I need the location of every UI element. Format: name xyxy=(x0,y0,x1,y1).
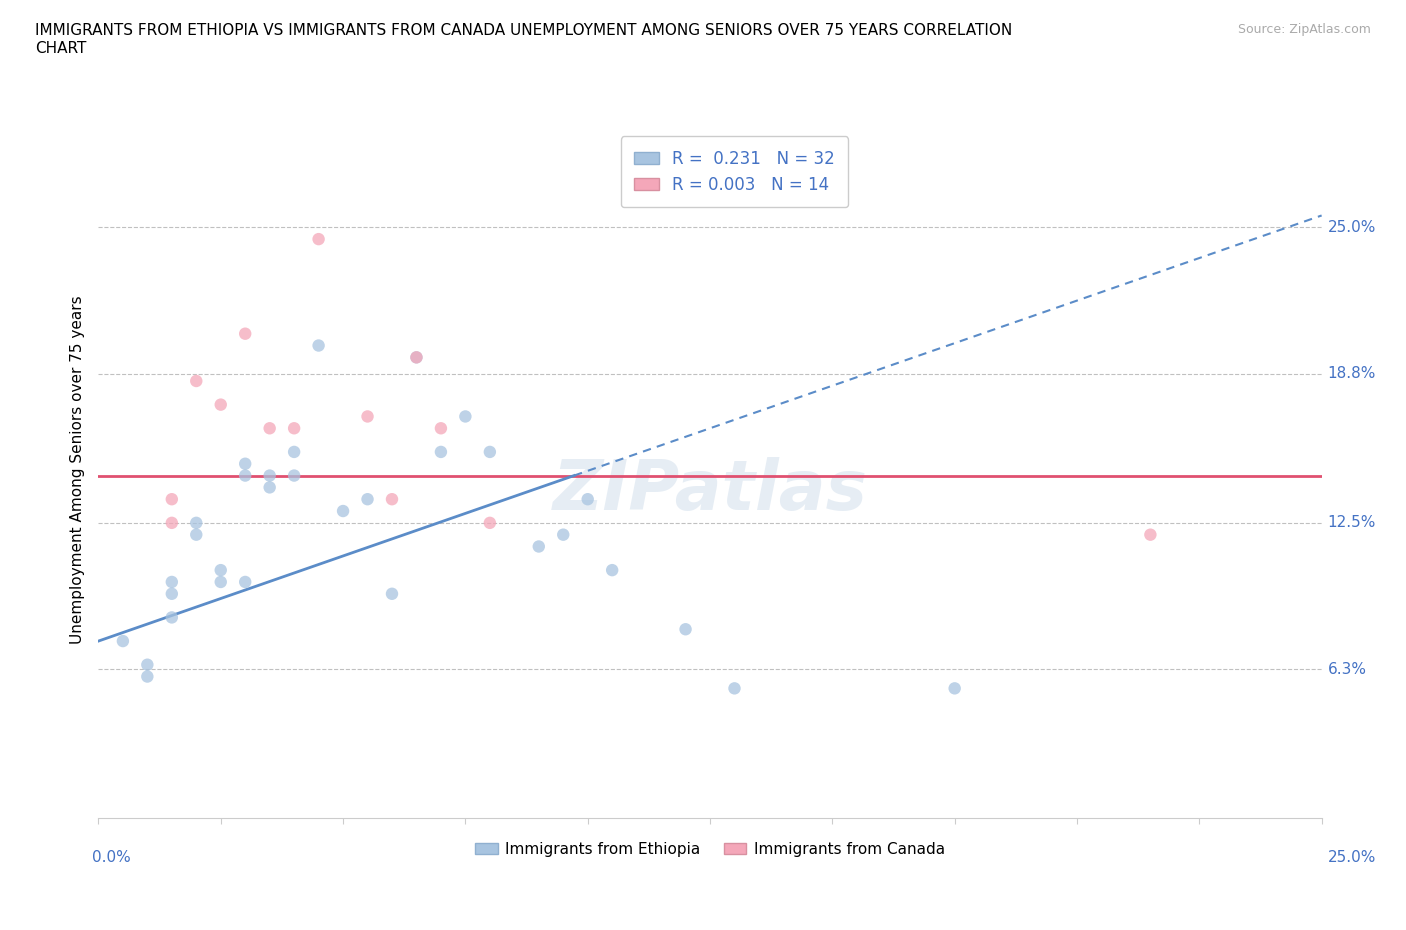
Point xyxy=(160,610,183,625)
Point xyxy=(160,586,183,601)
Point xyxy=(233,468,256,483)
Point xyxy=(381,492,404,507)
Point xyxy=(723,681,745,696)
Text: 25.0%: 25.0% xyxy=(1327,850,1376,865)
Point xyxy=(111,633,134,648)
Point xyxy=(405,350,427,365)
Point xyxy=(259,480,281,495)
Point xyxy=(527,539,550,554)
Point xyxy=(209,397,232,412)
Text: 6.3%: 6.3% xyxy=(1327,662,1367,677)
Point xyxy=(160,492,183,507)
Point xyxy=(356,492,378,507)
Text: ZIPatlas: ZIPatlas xyxy=(553,457,868,525)
Point xyxy=(454,409,477,424)
Point xyxy=(1139,527,1161,542)
Text: 12.5%: 12.5% xyxy=(1327,515,1376,530)
Point xyxy=(381,586,404,601)
Text: 18.8%: 18.8% xyxy=(1327,366,1376,381)
Point xyxy=(186,374,208,389)
Point xyxy=(136,658,159,672)
Point xyxy=(553,527,575,542)
Point xyxy=(186,527,208,542)
Text: 25.0%: 25.0% xyxy=(1327,219,1376,234)
Legend: Immigrants from Ethiopia, Immigrants from Canada: Immigrants from Ethiopia, Immigrants fro… xyxy=(468,836,952,863)
Text: Source: ZipAtlas.com: Source: ZipAtlas.com xyxy=(1237,23,1371,36)
Point xyxy=(675,622,697,637)
Point xyxy=(308,232,330,246)
Point xyxy=(405,350,427,365)
Point xyxy=(160,515,183,530)
Point xyxy=(233,575,256,590)
Point xyxy=(186,515,208,530)
Point xyxy=(478,515,501,530)
Point xyxy=(209,575,232,590)
Point xyxy=(478,445,501,459)
Point xyxy=(233,457,256,472)
Point xyxy=(283,468,305,483)
Point xyxy=(576,492,599,507)
Point xyxy=(283,445,305,459)
Point xyxy=(430,445,453,459)
Point xyxy=(430,421,453,436)
Point xyxy=(209,563,232,578)
Point xyxy=(136,669,159,684)
Point xyxy=(332,503,354,518)
Point xyxy=(160,575,183,590)
Point xyxy=(943,681,966,696)
Point xyxy=(600,563,623,578)
Point xyxy=(308,339,330,353)
Point xyxy=(283,421,305,436)
Text: IMMIGRANTS FROM ETHIOPIA VS IMMIGRANTS FROM CANADA UNEMPLOYMENT AMONG SENIORS OV: IMMIGRANTS FROM ETHIOPIA VS IMMIGRANTS F… xyxy=(35,23,1012,56)
Y-axis label: Unemployment Among Seniors over 75 years: Unemployment Among Seniors over 75 years xyxy=(69,296,84,644)
Text: 0.0%: 0.0% xyxy=(93,850,131,865)
Point xyxy=(233,326,256,341)
Point xyxy=(259,468,281,483)
Point xyxy=(259,421,281,436)
Point xyxy=(356,409,378,424)
